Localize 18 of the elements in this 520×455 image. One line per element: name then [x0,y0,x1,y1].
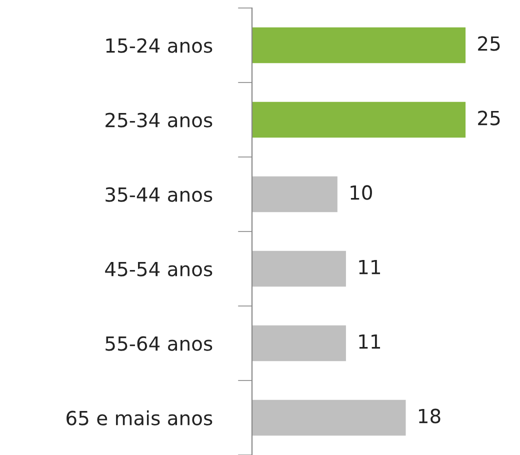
y-tick-label: 25-34 anos [106,112,212,128]
y-tick-label: 15-24 anos [106,38,212,53]
y-tick-label: 65 e mais anos [66,410,212,426]
data-label: 18 [419,408,440,424]
y-tick-label: 55-64 anos [106,336,212,351]
data-label: 11 [359,260,380,274]
bar [252,250,346,287]
bar [252,400,406,436]
data-label: 25 [478,110,500,126]
y-tick-label: 45-54 anos [105,262,212,276]
bar [252,325,346,362]
data-label: 10 [350,185,372,200]
data-label: 11 [359,334,380,349]
bar [252,102,466,138]
data-label: 25 [478,36,500,51]
bar [252,27,466,64]
bar [252,176,338,212]
y-tick-label: 35-44 anos [106,187,212,202]
